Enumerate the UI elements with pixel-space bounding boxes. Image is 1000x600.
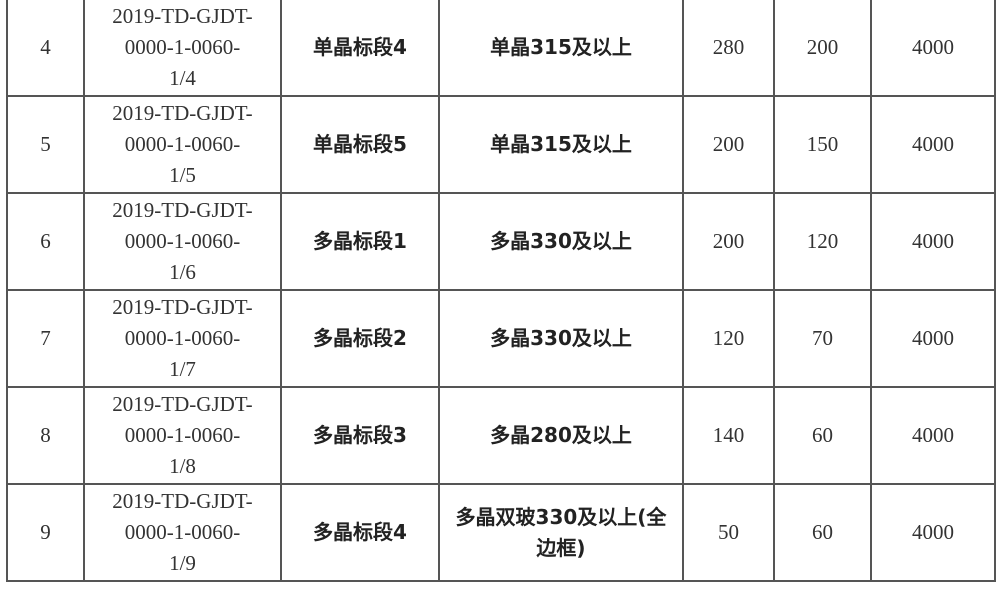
value-col7: 4000: [870, 192, 996, 291]
bid-code: 2019-TD-GJDT- 0000-1-0060- 1/4: [83, 0, 282, 97]
value-col7: 4000: [870, 483, 996, 582]
section-name: 多晶标段3: [280, 386, 440, 485]
bid-code-line: 0000-1-0060-: [124, 520, 241, 544]
value-col5: 140: [682, 386, 775, 485]
bid-table: 4 2019-TD-GJDT- 0000-1-0060- 1/4 单晶标段4 单晶315及…: [6, 0, 996, 582]
row-number: 8: [6, 386, 85, 485]
product-spec: 多晶双玻330及以上(全边框): [438, 483, 684, 582]
value-col6: 60: [773, 483, 872, 582]
bid-code-line: 2019-TD-GJDT-: [112, 295, 253, 319]
row-number: 7: [6, 289, 85, 388]
table-row: 5 2019-TD-GJDT- 0000-1-0060- 1/5 单晶标段5 单晶315及…: [6, 95, 996, 194]
row-number: 4: [6, 0, 85, 97]
table-row: 4 2019-TD-GJDT- 0000-1-0060- 1/4 单晶标段4 单晶315及…: [6, 0, 996, 97]
bid-code-line: 0000-1-0060-: [124, 35, 241, 59]
section-name: 多晶标段1: [280, 192, 440, 291]
value-col5: 200: [682, 192, 775, 291]
bid-code: 2019-TD-GJDT- 0000-1-0060- 1/9: [83, 483, 282, 582]
section-name: 单晶标段5: [280, 95, 440, 194]
product-spec: 多晶280及以上: [438, 386, 684, 485]
product-spec: 多晶330及以上: [438, 192, 684, 291]
section-name: 多晶标段2: [280, 289, 440, 388]
value-col6: 150: [773, 95, 872, 194]
table-row: 7 2019-TD-GJDT- 0000-1-0060- 1/7 多晶标段2 多晶330及…: [6, 289, 996, 388]
bid-code-line: 2019-TD-GJDT-: [112, 489, 253, 513]
value-col6: 70: [773, 289, 872, 388]
value-col5: 120: [682, 289, 775, 388]
bid-code-line: 2019-TD-GJDT-: [112, 101, 253, 125]
value-col5: 280: [682, 0, 775, 97]
bid-code: 2019-TD-GJDT- 0000-1-0060- 1/7: [83, 289, 282, 388]
bid-code: 2019-TD-GJDT- 0000-1-0060- 1/8: [83, 386, 282, 485]
table-row: 8 2019-TD-GJDT- 0000-1-0060- 1/8 多晶标段3 多晶280及…: [6, 386, 996, 485]
table-body: 4 2019-TD-GJDT- 0000-1-0060- 1/4 单晶标段4 单晶315及…: [6, 0, 996, 582]
value-col7: 4000: [870, 386, 996, 485]
table-row: 6 2019-TD-GJDT- 0000-1-0060- 1/6 多晶标段1 多晶330及…: [6, 192, 996, 291]
bid-code: 2019-TD-GJDT- 0000-1-0060- 1/6: [83, 192, 282, 291]
product-spec: 单晶315及以上: [438, 0, 684, 97]
bid-code-line: 0000-1-0060-: [124, 423, 241, 447]
value-col5: 50: [682, 483, 775, 582]
bid-code-line: 1/5: [169, 163, 196, 187]
bid-code-line: 1/6: [169, 260, 196, 284]
bid-code-line: 2019-TD-GJDT-: [112, 392, 253, 416]
bid-code-line: 2019-TD-GJDT-: [112, 4, 253, 28]
value-col7: 4000: [870, 289, 996, 388]
row-number: 5: [6, 95, 85, 194]
section-name: 单晶标段4: [280, 0, 440, 97]
value-col5: 200: [682, 95, 775, 194]
section-name: 多晶标段4: [280, 483, 440, 582]
row-number: 6: [6, 192, 85, 291]
bid-code-line: 1/7: [169, 357, 196, 381]
row-number: 9: [6, 483, 85, 582]
product-spec: 多晶330及以上: [438, 289, 684, 388]
value-col7: 4000: [870, 95, 996, 194]
value-col6: 120: [773, 192, 872, 291]
bid-code-line: 0000-1-0060-: [124, 229, 241, 253]
bid-code-line: 1/8: [169, 454, 196, 478]
value-col6: 200: [773, 0, 872, 97]
bid-code-line: 1/4: [169, 66, 196, 90]
table-row: 9 2019-TD-GJDT- 0000-1-0060- 1/9 多晶标段4 多晶双玻33…: [6, 483, 996, 582]
product-spec: 单晶315及以上: [438, 95, 684, 194]
bid-code: 2019-TD-GJDT- 0000-1-0060- 1/5: [83, 95, 282, 194]
bid-code-line: 0000-1-0060-: [124, 326, 241, 350]
value-col6: 60: [773, 386, 872, 485]
bid-code-line: 2019-TD-GJDT-: [112, 198, 253, 222]
value-col7: 4000: [870, 0, 996, 97]
bid-code-line: 1/9: [169, 551, 196, 575]
bid-code-line: 0000-1-0060-: [124, 132, 241, 156]
